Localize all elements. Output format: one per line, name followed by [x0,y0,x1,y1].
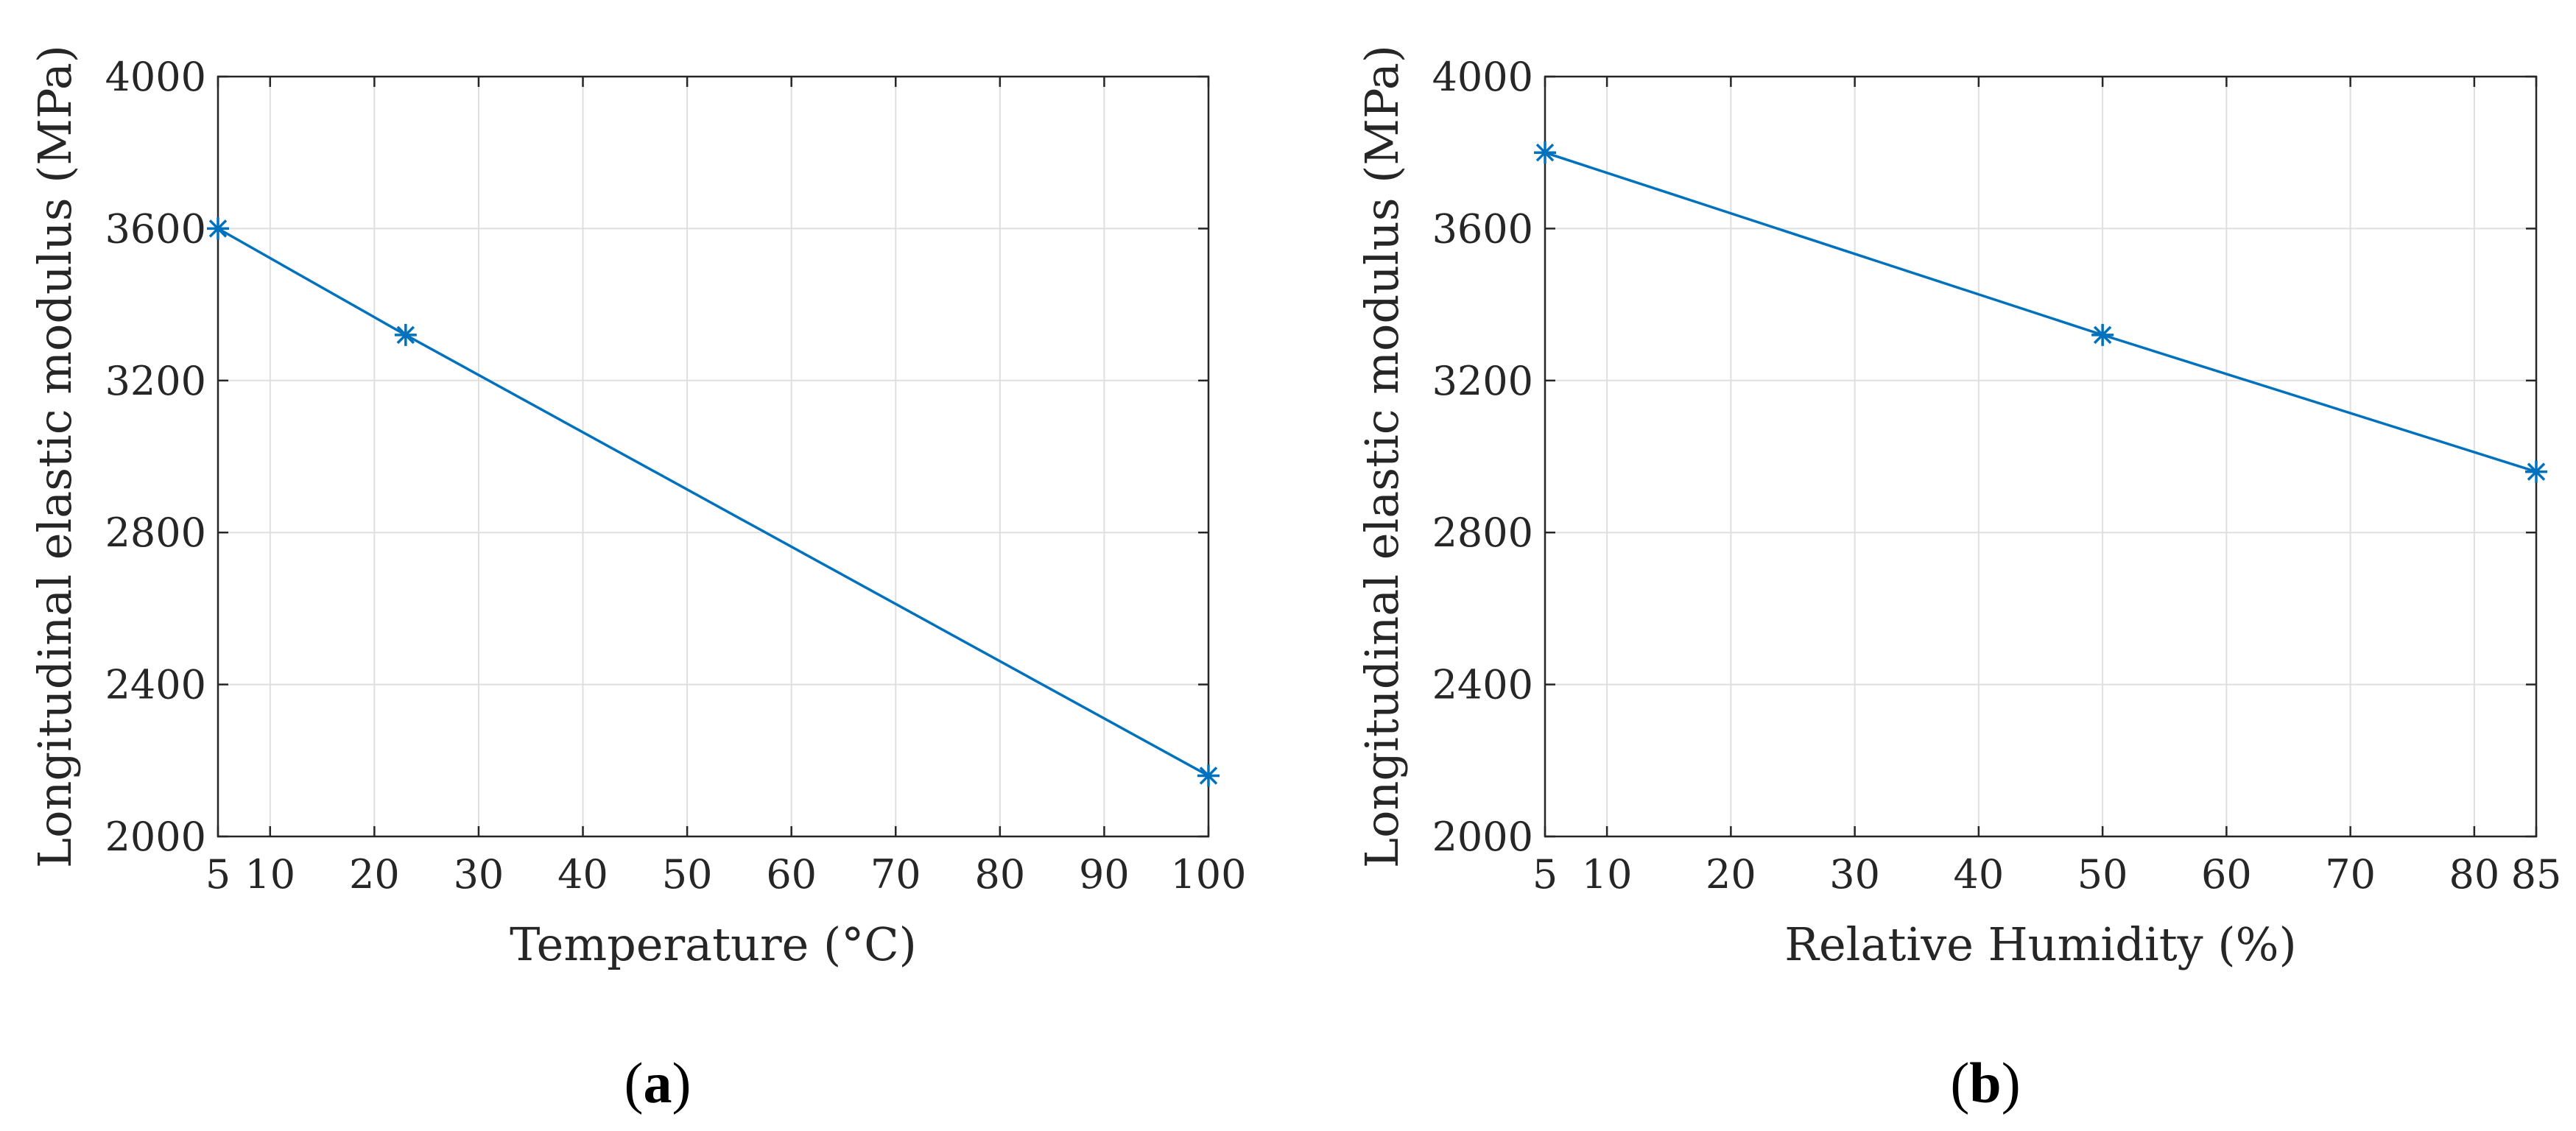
asterisk-marker-stroke [2527,462,2546,481]
panel-label-b-letter: b [1969,1051,2001,1115]
asterisk-marker-stroke [2093,325,2112,345]
chart-b-x-tick-label: 10 [1582,851,1633,898]
chart-a-x-tick-label: 70 [870,851,921,898]
chart-a-x-tick-label: 80 [974,851,1025,898]
chart-b-x-tick-label: 85 [2511,851,2562,898]
chart-a-data-point [394,323,417,346]
chart-b-x-axis-label: Relative Humidity (%) [1784,917,2296,971]
chart-b-y-tick-label: 2000 [1432,814,1533,860]
panel-label-a-close: ) [672,1051,691,1115]
chart-relative-humidity: 5 10 20 30 40 50 60 70 80 85 2000 2400 2800 3200 3600 4… [1355,45,2561,971]
chart-a-x-tick-label: 10 [244,851,295,898]
chart-b-y-tick-label: 3600 [1432,205,1533,252]
chart-a-y-tick-label: 2800 [105,510,206,556]
asterisk-marker-stroke [1535,143,1555,162]
chart-a-x-tick-label: 90 [1079,851,1130,898]
chart-b-y-tick-label: 3200 [1432,358,1533,404]
chart-b-x-tick-label: 80 [2449,851,2500,898]
panel-label-b: (b) [1950,1051,2020,1115]
chart-a-axes-box [217,75,1210,838]
chart-a-x-tick-label: 100 [1170,851,1246,898]
chart-a-y-tick-label: 3600 [105,205,206,252]
chart-a-y-tick-label: 4000 [105,54,206,100]
chart-a-x-tick-label: 20 [349,851,400,898]
chart-b-y-tick-label: 4000 [1432,54,1533,100]
chart-a-x-axis-label: Temperature (°C) [510,917,917,971]
chart-b-y-tick-label: 2800 [1432,510,1533,556]
panel-label-a: (a) [624,1051,691,1115]
chart-b-x-tick-label: 60 [2201,851,2252,898]
chart-b-x-tick-label: 30 [1829,851,1880,898]
chart-b-data-point [1534,141,1556,164]
panel-label-b-close: ) [2002,1051,2021,1115]
asterisk-marker-stroke [1199,767,1218,785]
chart-b-x-tick-label: 50 [2077,851,2128,898]
chart-a-y-tick-label: 2000 [105,814,206,860]
panel-label-b-open: ( [1950,1051,1969,1115]
chart-b-x-tick-label: 5 [1532,851,1558,898]
chart-b-x-tick-label: 40 [1954,851,2005,898]
panel-label-a-letter: a [644,1051,672,1115]
chart-a-data-point [1197,764,1220,787]
chart-b-data-point [2091,323,2114,346]
chart-b-y-axis-label: Longitudinal elastic modulus (MPa) [1355,45,1409,868]
chart-b-y-tick-label: 2400 [1432,662,1533,708]
asterisk-marker-stroke [208,219,228,238]
chart-a-x-tick-label: 60 [766,851,817,898]
panel-label-a-open: ( [624,1051,644,1115]
chart-b-x-tick-label: 20 [1706,851,1756,898]
chart-b-x-tick-label: 70 [2325,851,2376,898]
chart-temperature: 5 10 20 30 40 50 60 70 80 90 100 2000 2400 2800 3200 36… [28,45,1247,971]
chart-b-axes-box [1544,75,2538,838]
chart-a-y-tick-label: 3200 [105,358,206,404]
chart-a-x-tick-label: 40 [557,851,608,898]
chart-a-x-tick-label: 5 [205,851,230,898]
chart-a-data-point [207,217,229,240]
chart-a-x-tick-label: 30 [454,851,504,898]
chart-b-data-point [2525,460,2547,483]
chart-a-x-tick-label: 50 [662,851,713,898]
chart-a-y-tick-label: 2400 [105,662,206,708]
chart-a-y-axis-label: Longitudinal elastic modulus (MPa) [28,45,82,868]
asterisk-marker-stroke [396,325,415,345]
